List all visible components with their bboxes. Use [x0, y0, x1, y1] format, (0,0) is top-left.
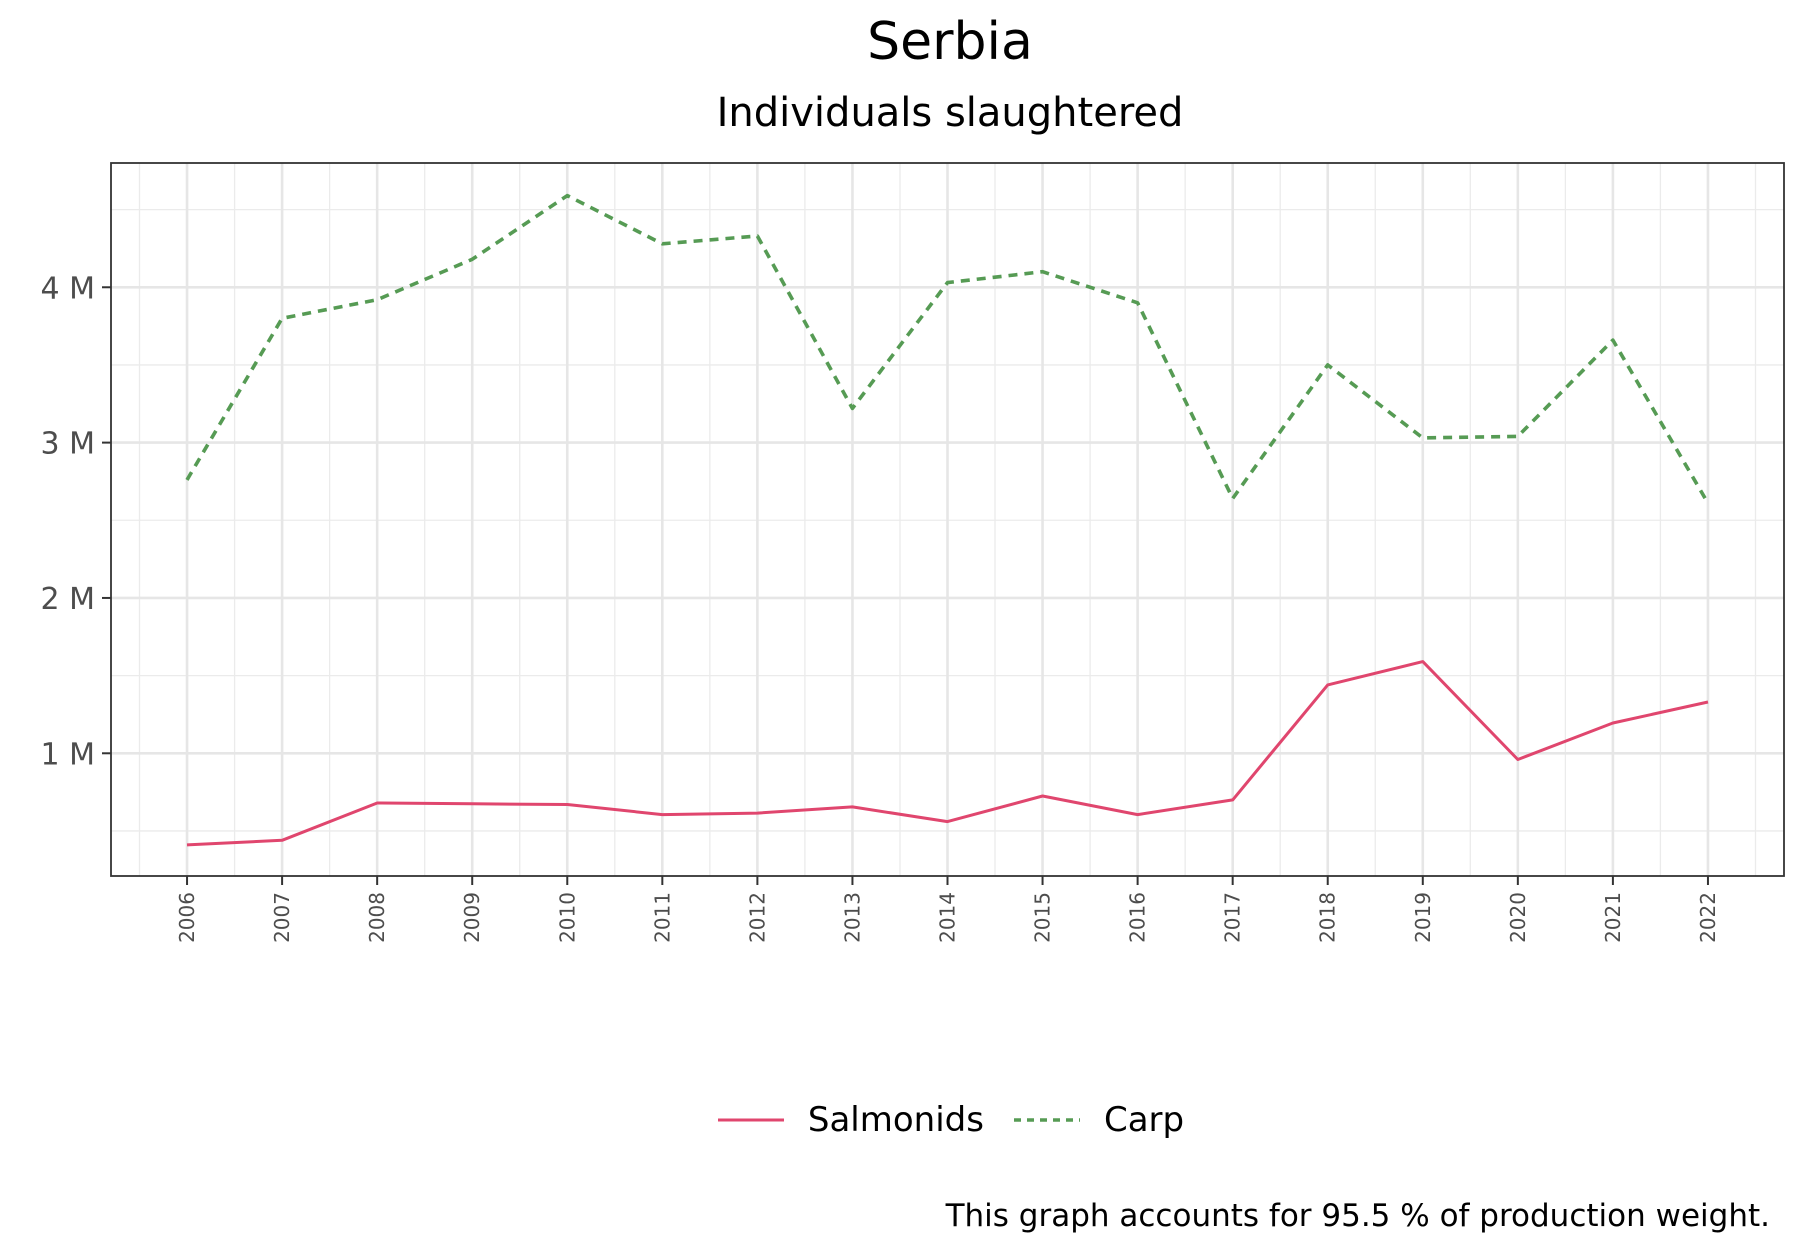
series-line-salmonids [186, 660, 1709, 847]
line-chart: 1 M 2 M 3 M 4 M 2006 2007 2008 2009 2010 2011 2012… [40, 162, 1785, 943]
y-tick-label: 1 M [40, 737, 95, 772]
x-tick-label: 2015 [1031, 892, 1055, 943]
x-tick-label: 2009 [460, 892, 484, 943]
x-tick-label: 2022 [1696, 892, 1720, 943]
x-tick-label: 2021 [1601, 892, 1625, 943]
x-tick-label: 2012 [745, 892, 769, 943]
x-tick-label: 2016 [1126, 892, 1150, 943]
y-tick-label: 4 M [40, 271, 95, 306]
x-tick-label: 2011 [650, 892, 674, 943]
x-tick-label: 2017 [1221, 892, 1245, 943]
x-tick-label: 2014 [936, 892, 960, 943]
chart-title: Serbia [867, 12, 1033, 72]
series-line-carp [185, 193, 1710, 505]
x-tick-label: 2007 [270, 892, 294, 943]
legend-item-salmonids: Salmonids [716, 1100, 984, 1140]
chart-legend: Salmonids Carp [0, 1100, 1800, 1140]
legend-item-carp: Carp [1012, 1100, 1184, 1140]
y-tick-label: 3 M [40, 427, 95, 462]
chart-subtitle: Individuals slaughtered [716, 90, 1184, 136]
x-tick-label: 2010 [555, 892, 579, 943]
legend-label-carp: Carp [1103, 1100, 1185, 1140]
y-tick-label: 2 M [40, 582, 95, 617]
legend-label-salmonids: Salmonids [807, 1100, 984, 1140]
x-tick-label: 2013 [840, 892, 864, 943]
x-tick-label: 2018 [1316, 892, 1340, 943]
x-tick-label: 2019 [1411, 892, 1435, 943]
x-tick-label: 2020 [1506, 892, 1530, 943]
x-tick-label: 2006 [175, 892, 199, 943]
legend-key-salmonids [717, 1118, 784, 1122]
legend-key-carp [1013, 1118, 1080, 1122]
x-tick-label: 2008 [365, 892, 389, 943]
chart-caption: This graph accounts for 95.5 % of produc… [945, 1198, 1770, 1234]
